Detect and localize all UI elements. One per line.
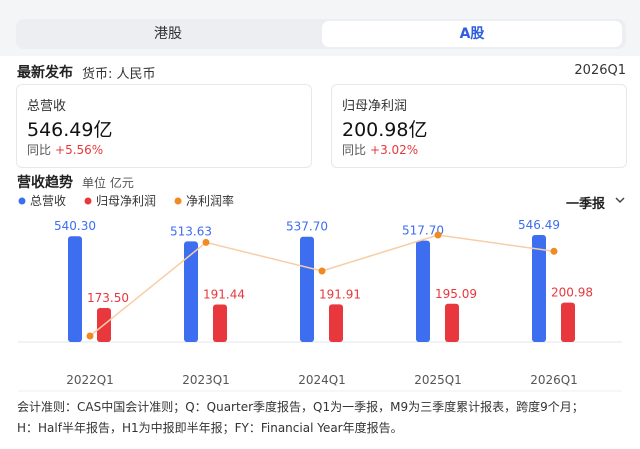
bar [532, 235, 546, 342]
value-label: 191.44 [203, 288, 245, 302]
legend-label: 净利润率 [186, 193, 234, 208]
bar [300, 236, 314, 342]
value-label: 517.70 [402, 224, 444, 238]
x-tick-label: 2023Q1 [182, 373, 230, 387]
value-label: 200.98 [551, 286, 593, 300]
line-point [550, 247, 558, 255]
legend-dot [174, 197, 182, 205]
yoy-value: +5.56% [55, 143, 104, 157]
x-tick-label: 2025Q1 [414, 373, 462, 387]
value-label: 173.50 [87, 291, 129, 305]
yoy-label: 同比 [27, 143, 52, 157]
note: 会计准则：CAS中国会计准则；Q：Quarter季度报告，Q1为一季报，M9为三… [17, 400, 584, 414]
card-value: 200.98亿 [342, 119, 428, 141]
legend-label: 归母净利润 [96, 194, 156, 208]
tab[interactable]: 港股 [154, 26, 182, 42]
card: 总营收 546.49亿 同比 +5.56% [16, 84, 312, 168]
plot: 总营收 归母净利润 净利润率 2022Q1 2023Q1 2024Q1 2025Q1 2026… [18, 193, 593, 387]
currency: 货币: 人民币 [82, 67, 156, 82]
line-point [434, 231, 442, 239]
tab-bar: 港股 A股 [16, 19, 626, 49]
value-label: 191.91 [319, 287, 361, 301]
card: 归母净利润 200.98亿 同比 +3.02% [331, 84, 627, 168]
card-yoy: 同比 +5.56% [27, 141, 103, 158]
period: 2026Q1 [574, 63, 626, 78]
bar [68, 236, 82, 342]
yoy-label: 同比 [342, 143, 367, 157]
note: H：Half半年报告，H1为中报即半年报；FY：Financial Year年度… [17, 421, 403, 435]
yoy-value: +3.02% [370, 143, 419, 157]
legend-label: 总营收 [30, 194, 66, 208]
bar [329, 304, 343, 342]
value-label: 546.49 [518, 218, 560, 232]
tab-selected[interactable]: A股 [322, 21, 622, 47]
bar [213, 304, 227, 342]
bar [561, 302, 575, 342]
legend-dot [18, 197, 26, 205]
line-point [86, 332, 94, 340]
bar [416, 240, 430, 342]
card-value: 546.49亿 [27, 119, 113, 141]
bar [445, 303, 459, 342]
line-point [318, 267, 326, 275]
line [89, 234, 555, 337]
x-tick-label: 2024Q1 [298, 373, 346, 387]
line-point [202, 238, 210, 246]
value-label: 513.63 [170, 224, 212, 238]
value-label: 537.70 [286, 220, 328, 234]
x-tick-label: 2022Q1 [66, 373, 114, 387]
dropdown[interactable]: 一季报 [566, 197, 606, 212]
section-unit: 单位 亿元 [82, 176, 134, 190]
bar [184, 241, 198, 342]
x-tick-label: 2026Q1 [530, 373, 578, 387]
card-label: 总营收 [27, 99, 67, 114]
section-title: 营收趋势 [17, 175, 73, 191]
value-label: 195.09 [435, 287, 477, 301]
header-label: 最新发布 [17, 65, 73, 81]
dropdown-chevron[interactable] [615, 197, 625, 204]
legend-dot [84, 197, 92, 205]
card-yoy: 同比 +3.02% [342, 141, 418, 158]
value-label: 540.30 [54, 219, 96, 233]
card-label: 归母净利润 [342, 99, 408, 114]
